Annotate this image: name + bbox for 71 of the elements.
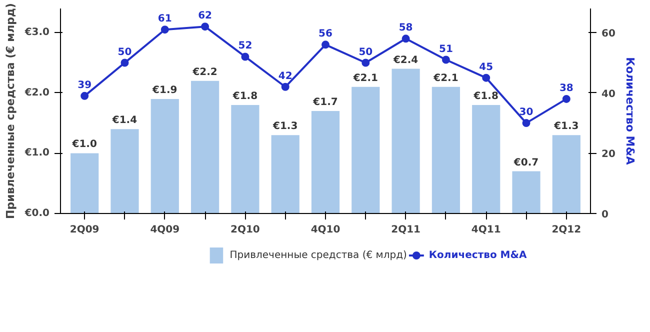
legend-label: Привлеченные средства (€ млрд) [230, 250, 407, 261]
point [322, 40, 330, 49]
y-tick-label: €3.0 [24, 27, 50, 38]
point [201, 22, 210, 31]
y2-tick-label: 0 [602, 210, 608, 220]
x-tick-label: 4Q10 [310, 224, 340, 236]
data-label: 62 [198, 10, 212, 22]
y-axis-title: Привлеченные средства (€ млрд) [4, 3, 17, 219]
data-label: €2.2 [192, 66, 218, 78]
y2-tick-label: 40 [602, 88, 616, 100]
data-label: €1.0 [71, 139, 97, 150]
bar [432, 86, 460, 214]
data-label: 30 [519, 107, 534, 118]
data-label: €1.3 [272, 121, 298, 132]
data-label: €1.9 [152, 84, 178, 96]
data-label: 51 [438, 44, 453, 55]
bar [352, 86, 380, 214]
bar [110, 129, 139, 214]
y-tick-label: €2.0 [24, 87, 50, 98]
bar [231, 104, 260, 214]
point [402, 34, 410, 43]
x-tick-label: 2Q09 [70, 224, 100, 236]
point [562, 94, 570, 103]
bar [271, 135, 300, 214]
data-label: €1.3 [553, 121, 579, 132]
bar [552, 135, 580, 214]
data-label: 50 [358, 46, 373, 58]
point [362, 58, 370, 67]
bar [512, 171, 540, 214]
legend-label: Количество M&A [428, 250, 527, 261]
point [80, 92, 89, 100]
x-tick-label: 2Q10 [230, 224, 260, 236]
data-label: €1.8 [472, 90, 498, 102]
bar [150, 98, 179, 214]
data-label: 39 [78, 80, 92, 91]
x-tick-label: 4Q09 [150, 224, 180, 236]
data-label: 42 [278, 70, 292, 82]
data-label: 56 [318, 28, 332, 40]
bar [190, 80, 220, 214]
data-label: €0.7 [512, 157, 539, 168]
bar [70, 153, 99, 214]
y2-tick-label: 60 [602, 28, 616, 40]
point [241, 52, 250, 61]
point [482, 74, 490, 82]
y-tick-label: €0.0 [24, 208, 50, 219]
x-tick-label: 4Q11 [471, 224, 501, 236]
bar [392, 68, 420, 214]
x-tick-label: 2Q12 [552, 224, 582, 236]
y-tick-label: €1.0 [24, 148, 50, 159]
data-label: 61 [158, 14, 172, 25]
bar [472, 104, 500, 214]
data-label: €2.1 [432, 72, 458, 84]
point [281, 82, 290, 91]
point [120, 58, 129, 67]
bar [311, 111, 340, 214]
point [442, 56, 450, 64]
data-label: 58 [398, 22, 413, 34]
data-label: 45 [479, 62, 494, 73]
x-tick-label: 2Q11 [391, 224, 421, 236]
point [522, 119, 530, 128]
data-label: €1.4 [111, 115, 138, 126]
data-label: 50 [118, 46, 132, 58]
data-label: €2.4 [392, 54, 418, 66]
y2-tick-label: 20 [602, 149, 616, 160]
y2-axis-title: Количество M&A [623, 57, 636, 166]
data-label: €2.1 [352, 72, 378, 84]
data-label: €1.8 [232, 90, 258, 102]
data-label: 52 [238, 40, 252, 52]
data-label: €1.7 [312, 97, 338, 108]
point [160, 26, 169, 34]
data-label: 38 [559, 82, 574, 94]
